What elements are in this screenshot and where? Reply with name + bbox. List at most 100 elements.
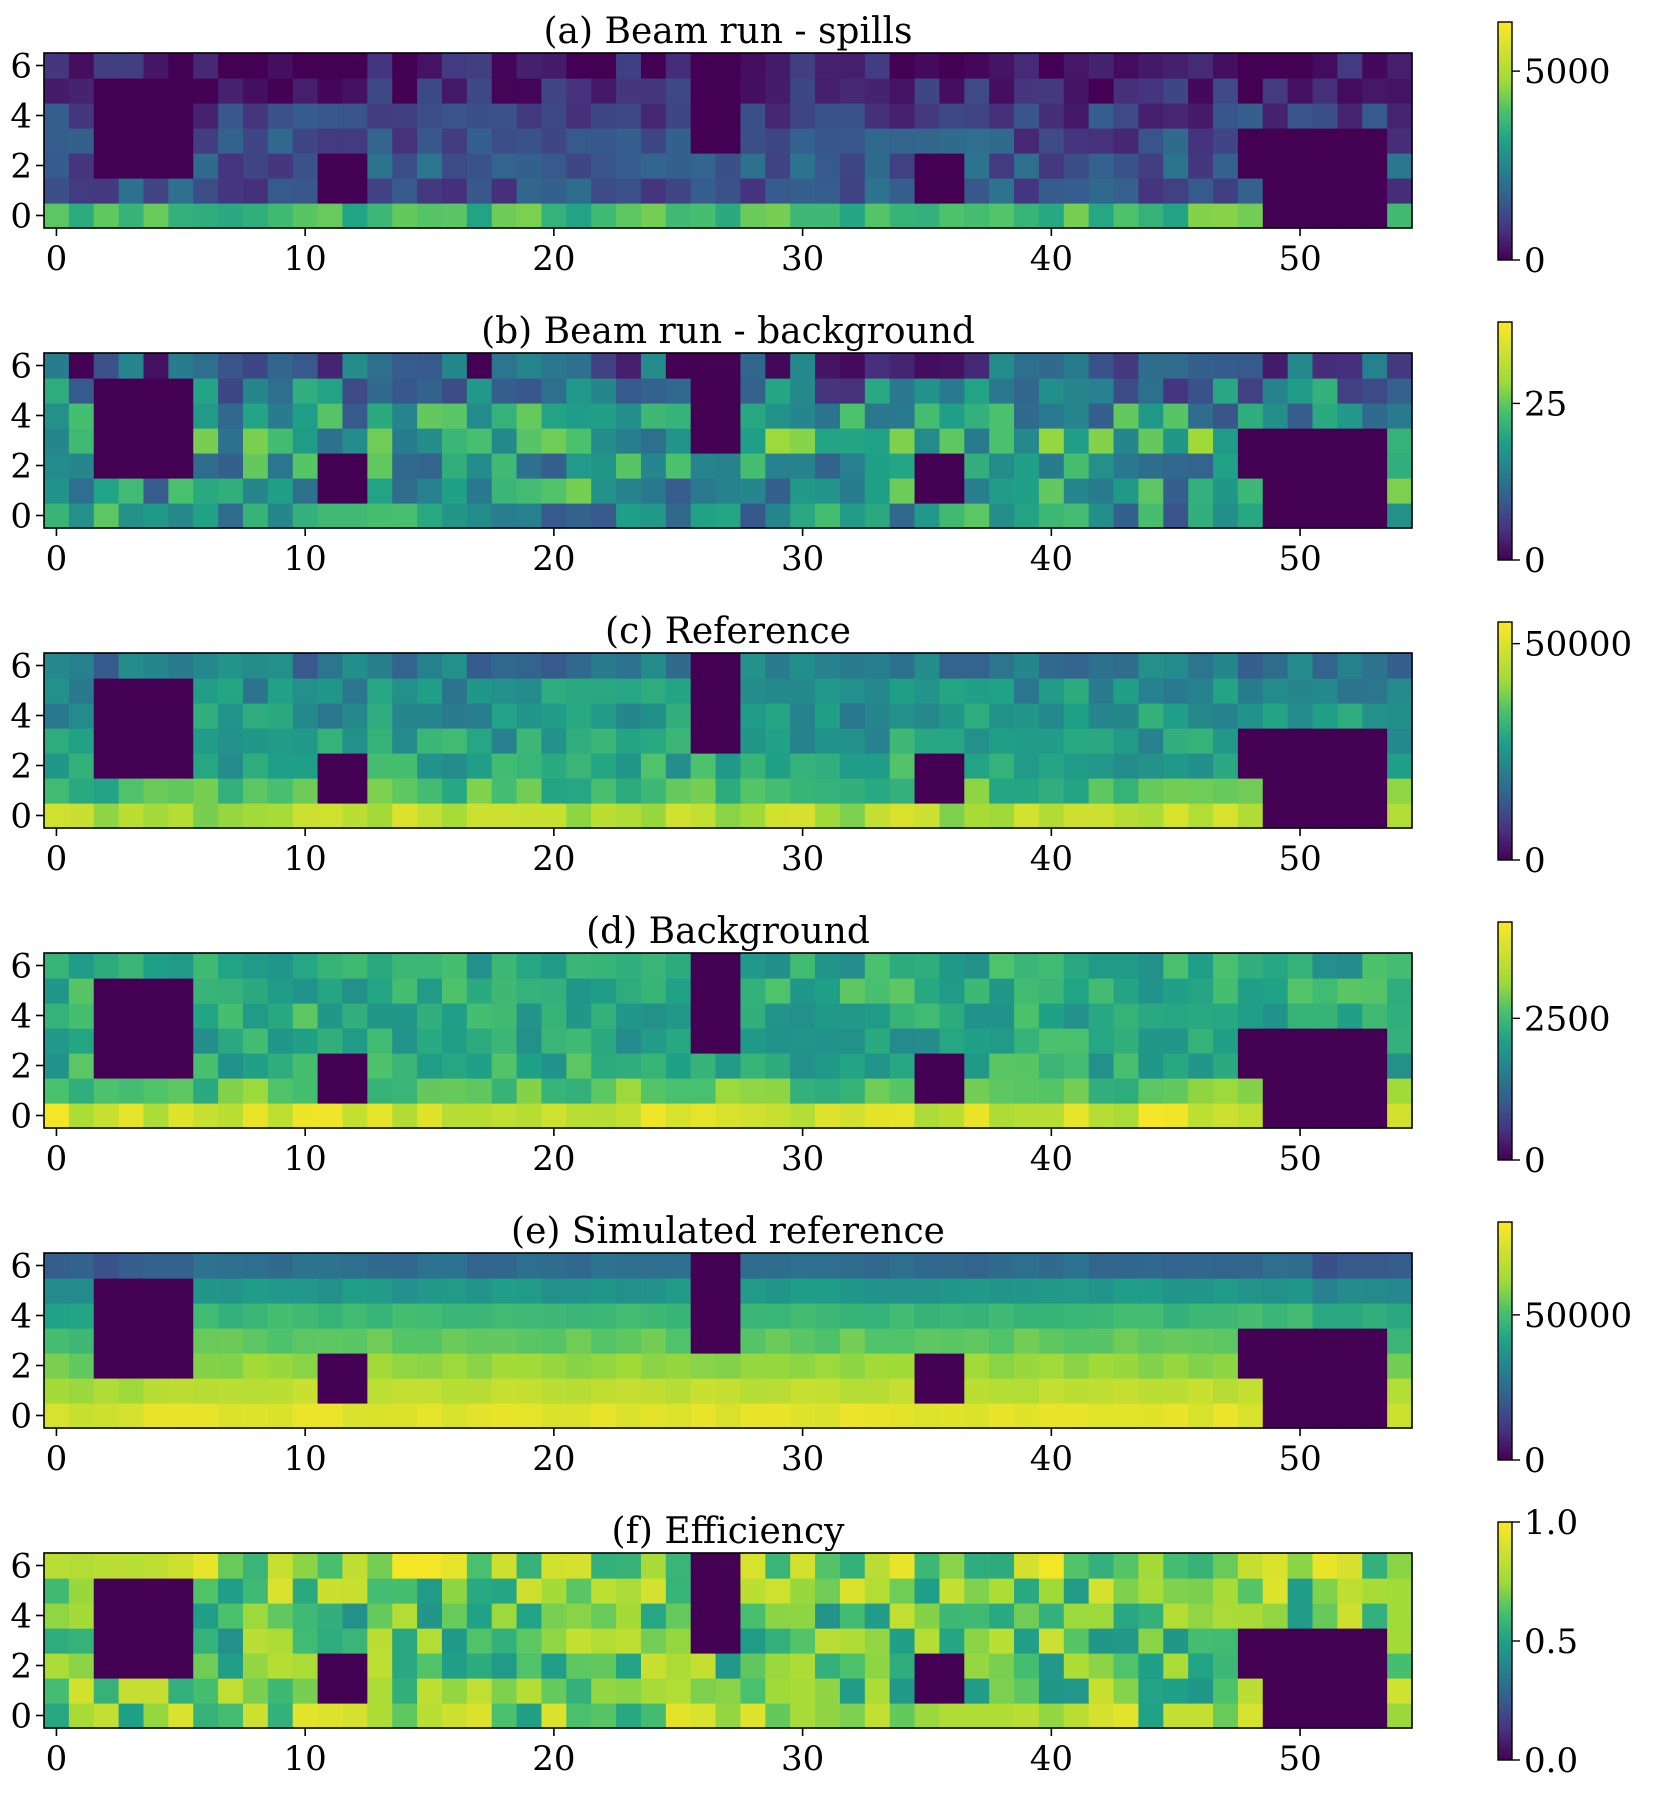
cell-b-29-0 bbox=[765, 503, 791, 529]
cell-d-17-3 bbox=[466, 1028, 493, 1054]
x-tick-label: 30 bbox=[781, 539, 824, 579]
cell-f-47-0 bbox=[1213, 1703, 1239, 1729]
cell-a-40-1 bbox=[1038, 178, 1065, 204]
cell-d-20-3 bbox=[541, 1028, 567, 1054]
cell-a-13-3 bbox=[367, 128, 393, 154]
cell-a-26-3 bbox=[690, 128, 717, 154]
cell-a-43-3 bbox=[1113, 128, 1139, 154]
cell-f-31-0 bbox=[815, 1703, 841, 1729]
cell-a-26-6 bbox=[690, 53, 717, 79]
cell-d-17-1 bbox=[466, 1078, 493, 1104]
cell-e-6-4 bbox=[193, 1303, 219, 1329]
cell-c-37-4 bbox=[964, 703, 990, 729]
cell-e-51-1 bbox=[1312, 1378, 1338, 1404]
cell-f-41-0 bbox=[1063, 1703, 1090, 1729]
cell-d-4-6 bbox=[143, 953, 169, 979]
cell-c-6-1 bbox=[193, 778, 219, 804]
cell-e-46-5 bbox=[1188, 1278, 1214, 1304]
cell-e-8-2 bbox=[242, 1353, 269, 1379]
cell-e-30-0 bbox=[790, 1403, 816, 1429]
cell-d-44-2 bbox=[1138, 1053, 1164, 1079]
cell-b-31-1 bbox=[815, 478, 841, 504]
cell-b-36-2 bbox=[939, 453, 965, 479]
cell-e-18-4 bbox=[491, 1303, 518, 1329]
cell-b-11-4 bbox=[317, 403, 344, 429]
cell-c-43-6 bbox=[1113, 653, 1139, 679]
cell-d-37-0 bbox=[964, 1103, 990, 1129]
cell-e-50-6 bbox=[1287, 1253, 1314, 1279]
cell-d-19-2 bbox=[516, 1053, 543, 1079]
cell-b-14-0 bbox=[392, 503, 418, 529]
cell-c-20-0 bbox=[541, 803, 567, 829]
cell-a-11-0 bbox=[317, 203, 344, 229]
cell-d-15-2 bbox=[417, 1053, 443, 1079]
cell-b-14-6 bbox=[392, 353, 418, 379]
cell-c-13-3 bbox=[367, 728, 393, 754]
cell-f-52-0 bbox=[1337, 1703, 1363, 1729]
cell-c-38-3 bbox=[989, 728, 1015, 754]
cell-e-9-1 bbox=[267, 1378, 294, 1404]
cell-c-43-3 bbox=[1113, 728, 1139, 754]
cell-f-38-3 bbox=[989, 1628, 1015, 1654]
cell-c-33-1 bbox=[864, 778, 891, 804]
cell-c-28-3 bbox=[740, 728, 766, 754]
cell-c-18-0 bbox=[491, 803, 518, 829]
cell-b-26-5 bbox=[690, 378, 717, 404]
cell-c-0-6 bbox=[44, 653, 70, 679]
colorbar-b: 025 bbox=[1497, 321, 1567, 581]
cell-c-14-1 bbox=[392, 778, 418, 804]
cell-b-32-4 bbox=[839, 403, 866, 429]
cell-b-15-5 bbox=[417, 378, 443, 404]
cell-a-47-6 bbox=[1213, 53, 1239, 79]
cell-a-30-1 bbox=[790, 178, 816, 204]
cell-e-34-4 bbox=[889, 1303, 916, 1329]
cell-e-31-2 bbox=[815, 1353, 841, 1379]
cell-d-26-4 bbox=[690, 1003, 717, 1029]
cell-c-13-2 bbox=[367, 753, 393, 779]
cell-c-10-4 bbox=[292, 703, 319, 729]
cell-d-3-4 bbox=[118, 1003, 145, 1029]
panel-a-title: (a) Beam run - spills bbox=[544, 11, 913, 52]
cell-d-40-0 bbox=[1038, 1103, 1065, 1129]
cell-a-20-0 bbox=[541, 203, 567, 229]
cell-f-13-4 bbox=[367, 1603, 393, 1629]
cell-c-15-2 bbox=[417, 753, 443, 779]
cell-a-31-6 bbox=[815, 53, 841, 79]
cell-d-13-1 bbox=[367, 1078, 393, 1104]
y-tick-label: 6 bbox=[10, 347, 32, 387]
cell-e-21-6 bbox=[566, 1253, 592, 1279]
cell-b-1-5 bbox=[68, 378, 95, 404]
cell-e-10-5 bbox=[292, 1278, 319, 1304]
cell-c-6-4 bbox=[193, 703, 219, 729]
cell-d-54-4 bbox=[1387, 1003, 1413, 1029]
cell-f-38-6 bbox=[989, 1553, 1015, 1579]
cell-e-31-3 bbox=[815, 1328, 841, 1354]
cell-f-9-3 bbox=[267, 1628, 294, 1654]
cell-d-4-3 bbox=[143, 1028, 169, 1054]
cell-e-43-0 bbox=[1113, 1403, 1139, 1429]
cell-a-6-1 bbox=[193, 178, 219, 204]
cell-b-22-4 bbox=[591, 403, 617, 429]
cell-d-12-6 bbox=[342, 953, 368, 979]
cell-c-9-1 bbox=[267, 778, 294, 804]
cell-c-41-0 bbox=[1063, 803, 1090, 829]
cell-f-21-1 bbox=[566, 1678, 592, 1704]
cell-f-3-6 bbox=[118, 1553, 145, 1579]
cell-b-13-5 bbox=[367, 378, 393, 404]
cell-f-48-1 bbox=[1237, 1678, 1264, 1704]
cell-c-32-5 bbox=[839, 678, 866, 704]
cell-b-15-0 bbox=[417, 503, 443, 529]
cell-f-0-3 bbox=[44, 1628, 70, 1654]
cell-c-4-4 bbox=[143, 703, 169, 729]
cell-a-45-1 bbox=[1163, 178, 1189, 204]
cell-d-37-5 bbox=[964, 978, 990, 1004]
cell-e-43-3 bbox=[1113, 1328, 1139, 1354]
cell-a-19-2 bbox=[516, 153, 543, 179]
cell-f-17-0 bbox=[466, 1703, 493, 1729]
cell-d-50-1 bbox=[1287, 1078, 1314, 1104]
cell-a-39-4 bbox=[1014, 103, 1040, 129]
cell-f-37-6 bbox=[964, 1553, 990, 1579]
cell-b-6-4 bbox=[193, 403, 219, 429]
cell-f-35-4 bbox=[914, 1603, 941, 1629]
